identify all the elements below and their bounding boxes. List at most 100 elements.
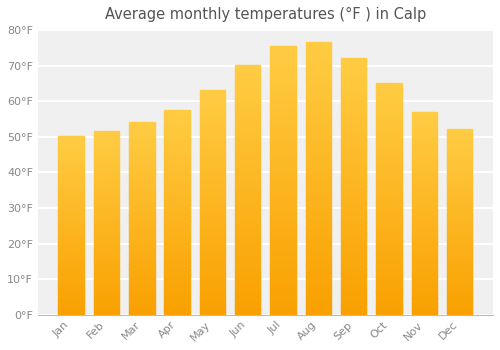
Bar — [306, 271, 331, 277]
Bar — [235, 170, 260, 175]
Bar — [341, 130, 366, 135]
Bar — [412, 250, 437, 254]
Bar — [447, 185, 472, 189]
Bar — [447, 262, 472, 267]
Bar — [447, 311, 472, 315]
Bar — [164, 155, 190, 159]
Bar — [94, 223, 119, 227]
Bar — [235, 260, 260, 265]
Bar — [341, 222, 366, 228]
Bar — [376, 194, 402, 199]
Bar — [129, 153, 154, 157]
Bar — [270, 126, 296, 132]
Bar — [129, 188, 154, 192]
Bar — [376, 268, 402, 273]
Bar — [376, 254, 402, 259]
Bar — [447, 181, 472, 185]
Bar — [341, 104, 366, 110]
Bar — [58, 218, 84, 222]
Bar — [58, 250, 84, 254]
Bar — [376, 171, 402, 176]
Bar — [235, 289, 260, 295]
Bar — [129, 130, 154, 134]
Bar — [412, 286, 437, 290]
Bar — [58, 137, 84, 315]
Bar — [306, 178, 331, 184]
Bar — [447, 300, 472, 304]
Bar — [94, 182, 119, 187]
Bar — [129, 268, 154, 273]
Bar — [58, 296, 84, 301]
Bar — [412, 282, 437, 286]
Bar — [376, 88, 402, 93]
Bar — [376, 185, 402, 190]
Bar — [270, 272, 296, 277]
Bar — [164, 310, 190, 315]
Bar — [129, 203, 154, 207]
Bar — [200, 140, 225, 145]
Bar — [412, 168, 437, 173]
Bar — [341, 155, 366, 161]
Bar — [270, 46, 296, 315]
Bar — [235, 195, 260, 200]
Bar — [306, 216, 331, 222]
Bar — [306, 86, 331, 92]
Bar — [376, 273, 402, 278]
Bar — [200, 131, 225, 135]
Bar — [412, 274, 437, 278]
Bar — [447, 218, 472, 222]
Bar — [58, 136, 84, 140]
Bar — [341, 227, 366, 233]
Bar — [58, 222, 84, 226]
Bar — [94, 146, 119, 150]
Bar — [164, 110, 190, 315]
Bar — [447, 285, 472, 289]
Bar — [235, 265, 260, 270]
Bar — [270, 89, 296, 94]
Bar — [341, 181, 366, 187]
Bar — [447, 174, 472, 178]
Bar — [341, 238, 366, 243]
Bar — [235, 75, 260, 80]
Bar — [94, 311, 119, 315]
Bar — [412, 253, 437, 258]
Bar — [94, 263, 119, 267]
Bar — [341, 99, 366, 105]
Bar — [447, 159, 472, 163]
Bar — [412, 164, 437, 169]
Bar — [306, 260, 331, 266]
Bar — [94, 230, 119, 234]
Bar — [94, 208, 119, 212]
Bar — [376, 222, 402, 227]
Bar — [376, 180, 402, 185]
Bar — [200, 238, 225, 243]
Bar — [235, 90, 260, 96]
Bar — [376, 240, 402, 245]
Bar — [270, 212, 296, 218]
Bar — [447, 144, 472, 148]
Bar — [412, 148, 437, 153]
Bar — [129, 141, 154, 146]
Bar — [129, 284, 154, 288]
Bar — [129, 287, 154, 292]
Bar — [58, 247, 84, 251]
Bar — [235, 304, 260, 310]
Bar — [447, 148, 472, 152]
Bar — [200, 252, 225, 257]
Bar — [376, 139, 402, 143]
Bar — [235, 215, 260, 220]
Bar — [412, 266, 437, 270]
Bar — [164, 118, 190, 122]
Bar — [306, 244, 331, 250]
Bar — [306, 75, 331, 80]
Bar — [270, 218, 296, 223]
Bar — [270, 46, 296, 51]
Bar — [164, 159, 190, 163]
Bar — [200, 287, 225, 292]
Bar — [164, 298, 190, 302]
Bar — [164, 261, 190, 266]
Bar — [235, 110, 260, 116]
Bar — [129, 303, 154, 307]
Bar — [341, 248, 366, 253]
Bar — [447, 226, 472, 230]
